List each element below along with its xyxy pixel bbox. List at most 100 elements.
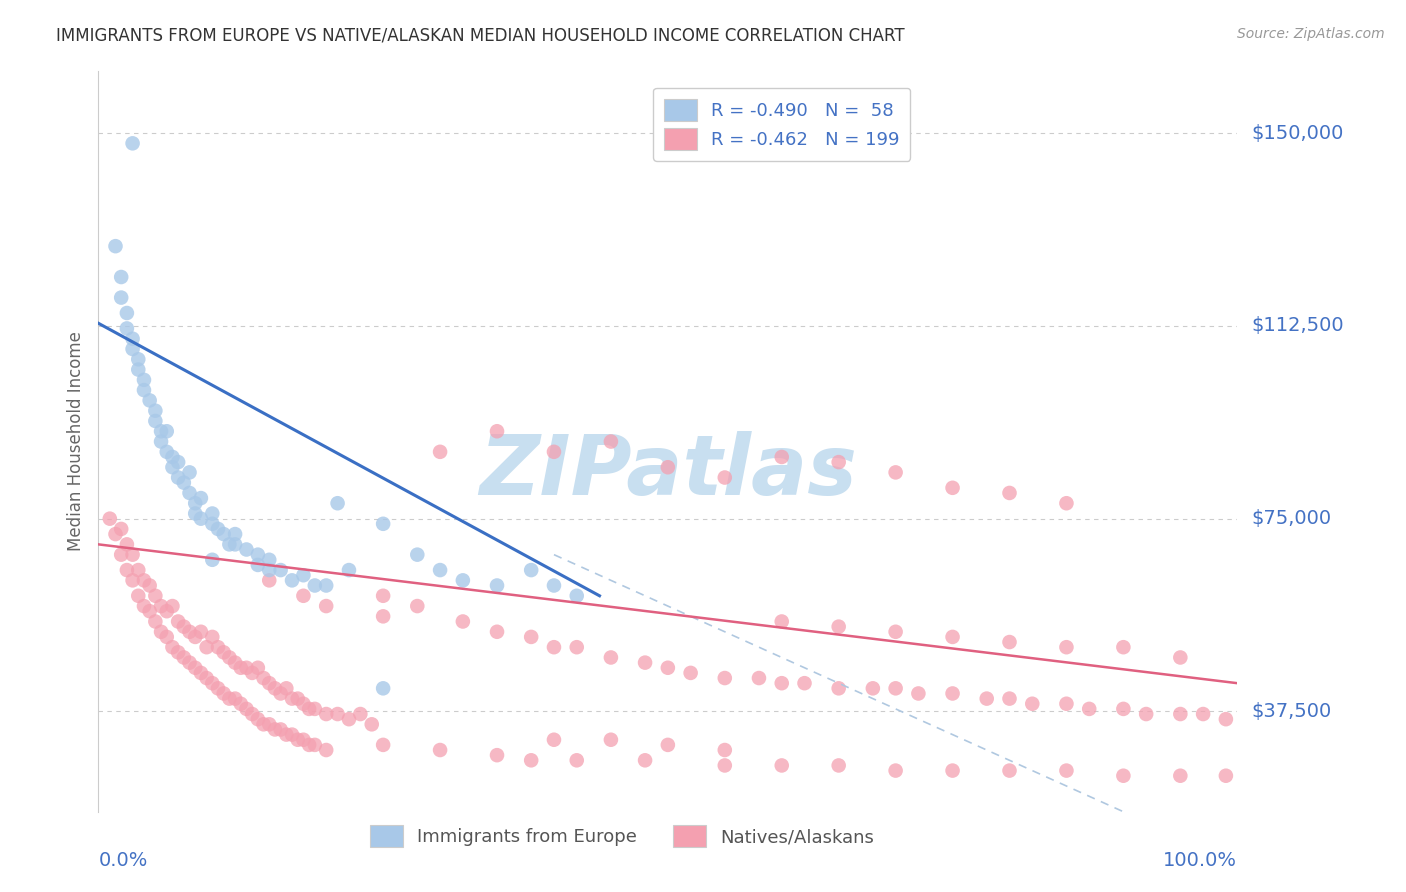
Point: [235, 661, 257, 675]
Point: [520, 753, 543, 767]
Point: [173, 475, 195, 490]
Point: [828, 455, 851, 469]
Point: [565, 640, 588, 655]
Point: [543, 732, 565, 747]
Point: [173, 650, 195, 665]
Point: [104, 527, 127, 541]
Point: [520, 563, 543, 577]
Point: [252, 671, 274, 685]
Point: [121, 342, 143, 356]
Point: [998, 635, 1021, 649]
Text: $150,000: $150,000: [1251, 124, 1344, 143]
Point: [184, 496, 207, 510]
Point: [115, 563, 138, 577]
Point: [1078, 702, 1101, 716]
Point: [224, 537, 246, 551]
Point: [162, 460, 184, 475]
Point: [270, 563, 292, 577]
Point: [224, 527, 246, 541]
Point: [115, 537, 138, 551]
Point: [201, 553, 224, 567]
Point: [287, 732, 309, 747]
Point: [304, 578, 326, 592]
Point: [179, 466, 201, 480]
Point: [145, 615, 167, 629]
Point: [304, 738, 326, 752]
Point: [115, 321, 138, 335]
Point: [195, 640, 218, 655]
Point: [121, 548, 143, 562]
Point: [246, 558, 269, 572]
Point: [371, 738, 394, 752]
Point: [371, 516, 394, 531]
Point: [884, 466, 907, 480]
Point: [179, 656, 201, 670]
Point: [884, 764, 907, 778]
Point: [212, 645, 235, 659]
Point: [770, 676, 793, 690]
Point: [298, 738, 321, 752]
Point: [1054, 764, 1078, 778]
Point: [190, 511, 212, 525]
Point: [337, 712, 360, 726]
Point: [770, 450, 793, 464]
Point: [150, 424, 173, 438]
Point: [156, 604, 179, 618]
Point: [657, 661, 679, 675]
Point: [1192, 706, 1215, 721]
Point: [371, 589, 394, 603]
Point: [150, 434, 173, 449]
Point: [127, 589, 149, 603]
Point: [429, 445, 451, 459]
Point: [212, 686, 235, 700]
Point: [714, 671, 737, 685]
Point: [162, 599, 184, 613]
Point: [360, 717, 382, 731]
Point: [127, 352, 149, 367]
Point: [132, 599, 155, 613]
Point: [184, 507, 207, 521]
Point: [173, 620, 195, 634]
Point: [276, 728, 298, 742]
Text: $75,000: $75,000: [1251, 509, 1331, 528]
Point: [207, 681, 229, 696]
Point: [150, 599, 173, 613]
Point: [132, 574, 155, 588]
Point: [657, 460, 679, 475]
Point: [259, 574, 281, 588]
Text: ZIPatlas: ZIPatlas: [479, 431, 856, 512]
Point: [110, 548, 132, 562]
Text: Source: ZipAtlas.com: Source: ZipAtlas.com: [1237, 27, 1385, 41]
Point: [162, 450, 184, 464]
Point: [229, 661, 252, 675]
Point: [298, 702, 321, 716]
Point: [190, 624, 212, 639]
Point: [184, 630, 207, 644]
Point: [145, 403, 167, 417]
Point: [292, 697, 315, 711]
Point: [259, 553, 281, 567]
Point: [1170, 706, 1192, 721]
Point: [1215, 769, 1237, 783]
Point: [565, 753, 588, 767]
Point: [315, 743, 337, 757]
Point: [748, 671, 770, 685]
Point: [224, 691, 246, 706]
Point: [121, 574, 143, 588]
Point: [218, 691, 240, 706]
Point: [104, 239, 127, 253]
Point: [229, 697, 252, 711]
Point: [942, 630, 965, 644]
Point: [543, 445, 565, 459]
Point: [167, 455, 190, 469]
Point: [884, 624, 907, 639]
Point: [246, 712, 269, 726]
Point: [315, 578, 337, 592]
Point: [121, 332, 143, 346]
Point: [429, 743, 451, 757]
Point: [679, 665, 702, 680]
Point: [281, 691, 304, 706]
Point: [110, 270, 132, 285]
Point: [132, 373, 155, 387]
Text: 0.0%: 0.0%: [98, 851, 148, 870]
